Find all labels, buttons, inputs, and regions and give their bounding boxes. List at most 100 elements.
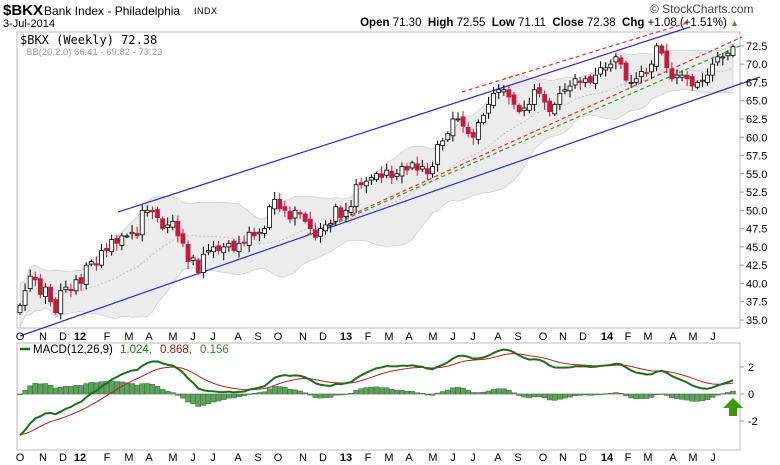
candle-body bbox=[206, 250, 211, 253]
candle bbox=[297, 209, 303, 219]
histogram-bar bbox=[506, 390, 512, 395]
candle-body bbox=[516, 105, 522, 113]
candle-body bbox=[114, 238, 120, 244]
histogram-bar bbox=[205, 393, 212, 405]
candle bbox=[608, 59, 614, 72]
price-legend: $BKX (Weekly) 72.38 bbox=[20, 33, 157, 47]
histogram-bar bbox=[628, 393, 634, 399]
candle bbox=[710, 58, 716, 82]
candle-body bbox=[88, 261, 94, 265]
x-tick-label: N bbox=[39, 331, 47, 343]
candle bbox=[114, 234, 120, 251]
candle bbox=[343, 202, 349, 223]
x-tick-label: A bbox=[145, 452, 153, 464]
candle bbox=[160, 216, 166, 231]
histogram-bar bbox=[725, 392, 731, 395]
lower-red-dashed-line bbox=[306, 36, 743, 236]
histogram-bar bbox=[618, 392, 624, 395]
y-tick-label: 47.5 bbox=[746, 224, 767, 236]
candle-body bbox=[588, 76, 593, 83]
x-tick-label: 12 bbox=[74, 452, 86, 464]
candle bbox=[649, 60, 654, 80]
x-tick-label: O bbox=[274, 452, 283, 464]
candle bbox=[302, 211, 308, 224]
candle-body bbox=[374, 173, 379, 181]
candle bbox=[312, 223, 318, 241]
candle bbox=[694, 80, 700, 90]
x-tick-label: F bbox=[104, 331, 111, 343]
histogram-bar bbox=[154, 385, 161, 395]
y-tick-label: 55.0 bbox=[746, 169, 767, 181]
candle bbox=[144, 205, 150, 217]
candle bbox=[531, 84, 537, 111]
candle bbox=[155, 206, 160, 223]
candle-body bbox=[638, 71, 644, 77]
histogram-bar bbox=[261, 391, 268, 395]
candle-body bbox=[684, 74, 690, 80]
x-tick-label: O bbox=[274, 331, 283, 343]
candle-body bbox=[369, 177, 374, 181]
candle-body bbox=[226, 242, 232, 248]
candle-body bbox=[27, 275, 33, 289]
histogram-bar bbox=[704, 393, 711, 400]
candle bbox=[206, 243, 211, 256]
candle bbox=[287, 206, 293, 224]
candle-body bbox=[251, 231, 257, 237]
candle-body bbox=[705, 74, 710, 83]
quote-summary: Open 71.30 High 72.55 Low 71.11 Close 72… bbox=[360, 17, 739, 29]
histogram-bar bbox=[129, 383, 135, 395]
candle-body bbox=[542, 94, 547, 103]
candle-body bbox=[221, 246, 227, 254]
histogram-bar bbox=[582, 393, 589, 396]
histogram-bar bbox=[368, 386, 375, 395]
histogram-bar bbox=[358, 388, 364, 395]
histogram-bar bbox=[495, 388, 502, 395]
candle-body bbox=[582, 78, 588, 83]
candle-body bbox=[124, 235, 130, 238]
histogram-bar bbox=[587, 393, 594, 396]
candle-body bbox=[628, 82, 634, 84]
candle-body bbox=[104, 247, 109, 251]
candle-body bbox=[430, 166, 435, 175]
candle-body bbox=[384, 169, 390, 176]
candle bbox=[348, 200, 354, 216]
y-tick-label: 70.0 bbox=[746, 59, 767, 71]
histogram-bar bbox=[287, 388, 293, 395]
histogram-bar bbox=[333, 393, 339, 396]
candle bbox=[475, 119, 481, 145]
candle-body bbox=[302, 213, 308, 222]
candle-body bbox=[725, 52, 731, 57]
candle bbox=[679, 70, 685, 82]
histogram-bar bbox=[501, 388, 507, 395]
histogram-bar bbox=[521, 393, 527, 398]
candle-body bbox=[445, 133, 451, 141]
x-tick-label: 14 bbox=[601, 452, 614, 464]
candle-body bbox=[190, 257, 196, 261]
candle bbox=[358, 177, 364, 189]
histogram-bar bbox=[373, 386, 380, 395]
candle-body bbox=[465, 126, 471, 134]
histogram-bar bbox=[679, 393, 685, 400]
candle-body bbox=[318, 228, 323, 237]
candle-body bbox=[715, 56, 721, 63]
x-tick-label: M bbox=[384, 452, 393, 464]
upper-channel-line bbox=[117, 26, 691, 213]
candle bbox=[236, 235, 242, 258]
histogram-bar bbox=[114, 381, 120, 395]
candle-body bbox=[363, 180, 369, 187]
candle-body bbox=[394, 173, 400, 177]
up-arrow-icon: ▲ bbox=[730, 18, 739, 28]
candle bbox=[267, 204, 272, 230]
histogram-bar bbox=[47, 385, 54, 395]
candle-body bbox=[22, 290, 28, 306]
candle bbox=[318, 222, 323, 243]
histogram-bar bbox=[546, 393, 553, 401]
x-tick-label: F bbox=[365, 452, 372, 464]
candle bbox=[460, 111, 466, 133]
histogram-bar bbox=[480, 391, 487, 395]
macd-legend-macd: 1.024, bbox=[120, 344, 152, 356]
histogram-bar bbox=[567, 393, 573, 398]
candle-body bbox=[470, 132, 476, 138]
candle bbox=[430, 161, 435, 178]
histogram-bar bbox=[226, 393, 232, 399]
